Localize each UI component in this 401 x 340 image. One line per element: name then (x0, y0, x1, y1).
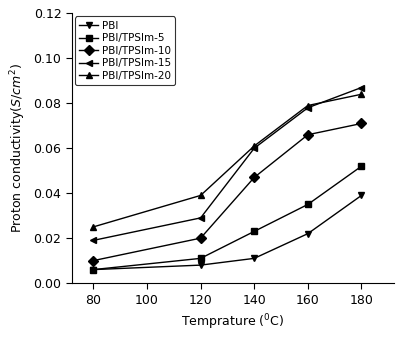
PBI/TPSIm-10 (251, 175, 256, 180)
PBI/TPSIm-20 (198, 193, 203, 198)
PBI/TPSIm-20 (251, 144, 256, 148)
PBI/TPSIm-10 (91, 259, 95, 263)
PBI/TPSIm-5 (198, 256, 203, 260)
Line: PBI/TPSIm-5: PBI/TPSIm-5 (90, 163, 364, 273)
Y-axis label: Proton conductivity$(S/cm^2)$: Proton conductivity$(S/cm^2)$ (8, 63, 28, 233)
PBI/TPSIm-10 (198, 236, 203, 240)
PBI/TPSIm-15 (305, 106, 310, 110)
PBI/TPSIm-5 (305, 202, 310, 206)
PBI/TPSIm-5 (251, 230, 256, 234)
PBI/TPSIm-5 (91, 268, 95, 272)
PBI/TPSIm-20 (305, 103, 310, 107)
PBI/TPSIm-20 (91, 225, 95, 229)
PBI/TPSIm-15 (358, 85, 363, 89)
Line: PBI: PBI (90, 192, 364, 273)
PBI/TPSIm-10 (305, 133, 310, 137)
PBI/TPSIm-20 (358, 92, 363, 96)
PBI/TPSIm-15 (251, 146, 256, 150)
PBI/TPSIm-5 (358, 164, 363, 168)
PBI (91, 268, 95, 272)
PBI (198, 263, 203, 267)
Legend: PBI, PBI/TPSIm-5, PBI/TPSIm-10, PBI/TPSIm-15, PBI/TPSIm-20: PBI, PBI/TPSIm-5, PBI/TPSIm-10, PBI/TPSI… (75, 16, 175, 85)
PBI/TPSIm-15 (198, 216, 203, 220)
PBI (251, 256, 256, 260)
X-axis label: Temprature $\mathregular{(^{0}C)}$: Temprature $\mathregular{(^{0}C)}$ (181, 312, 284, 332)
PBI (305, 232, 310, 236)
PBI (358, 193, 363, 198)
PBI/TPSIm-10 (358, 121, 363, 125)
PBI/TPSIm-15 (91, 238, 95, 242)
Line: PBI/TPSIm-10: PBI/TPSIm-10 (90, 120, 364, 264)
Line: PBI/TPSIm-20: PBI/TPSIm-20 (90, 91, 364, 231)
Line: PBI/TPSIm-15: PBI/TPSIm-15 (90, 84, 364, 244)
